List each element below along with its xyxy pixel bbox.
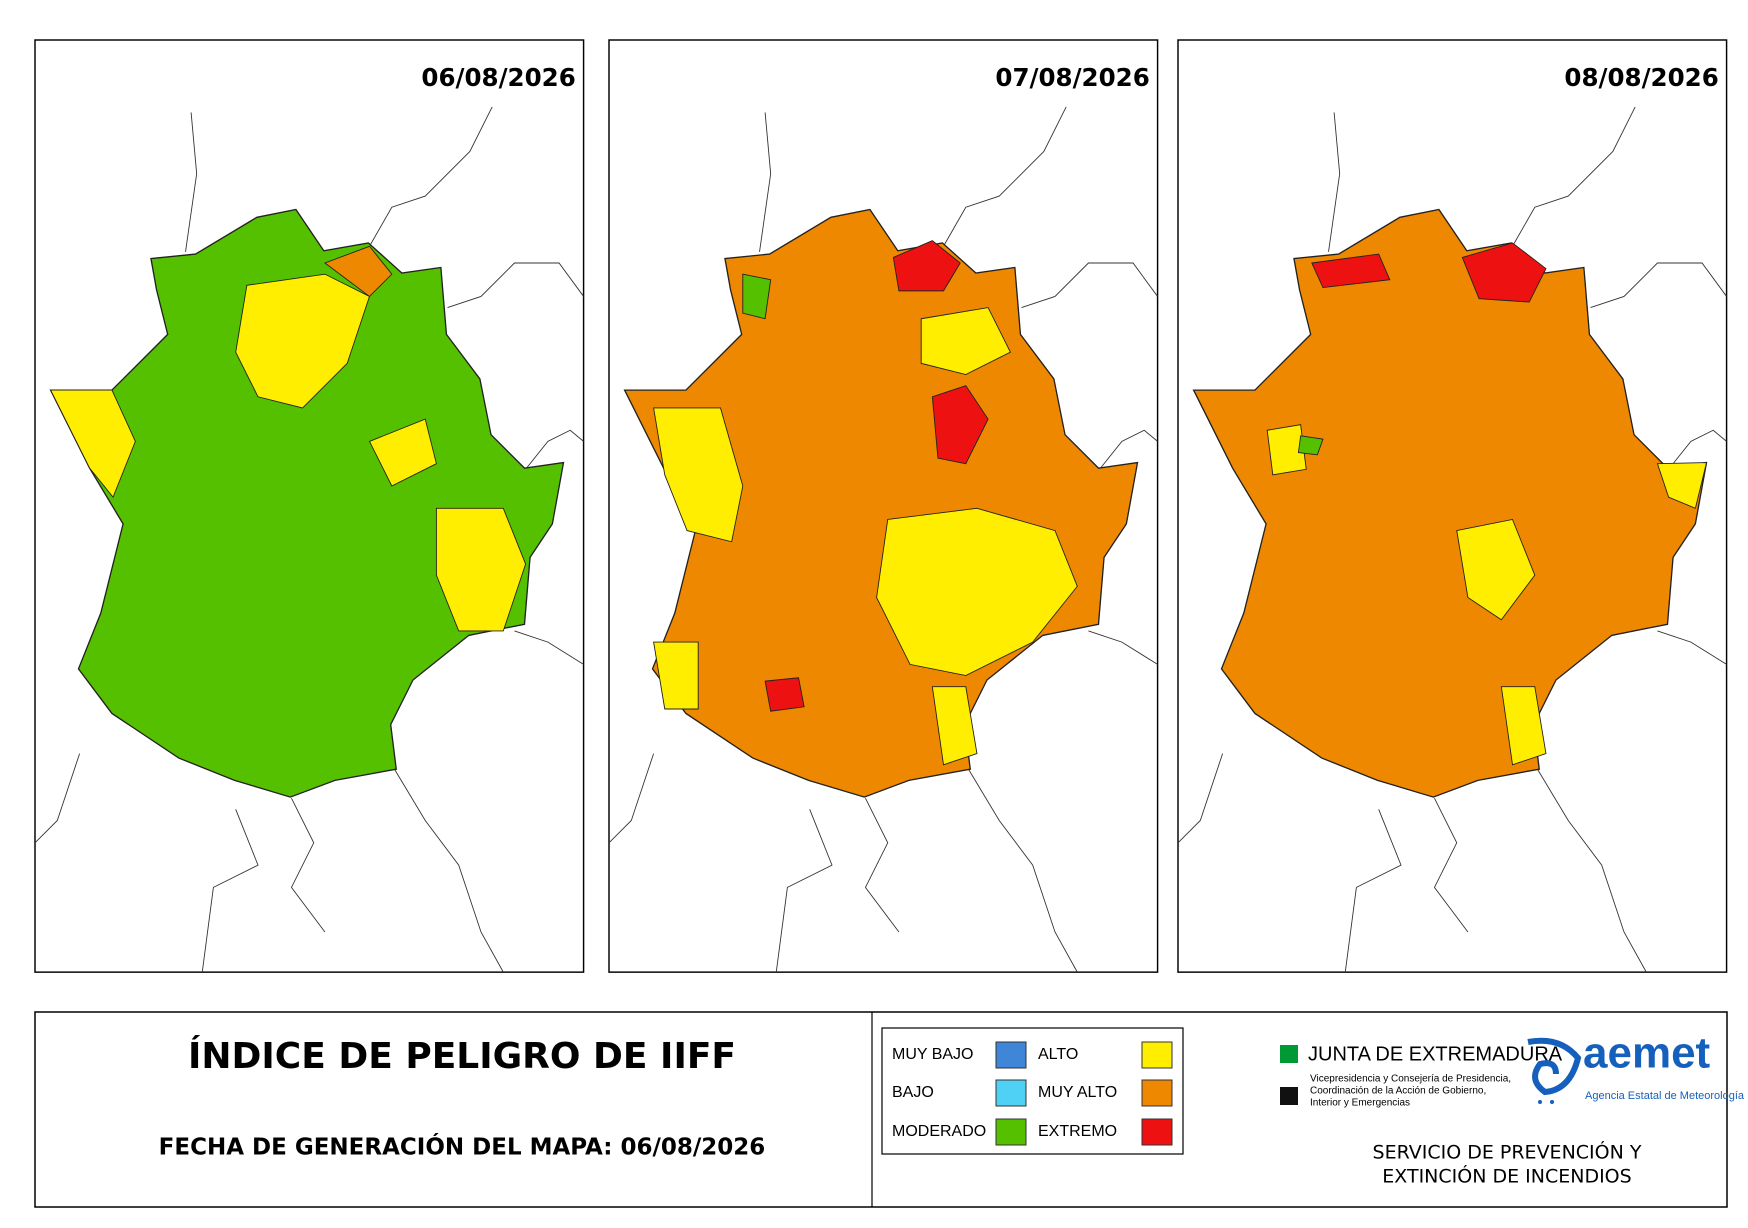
junta-line: Coordinación de la Acción de Gobierno, bbox=[1310, 1086, 1486, 1097]
legend-label: MODERADO bbox=[892, 1123, 986, 1140]
footer-box bbox=[34, 1011, 1728, 1208]
junta-icon bbox=[1280, 1087, 1298, 1105]
map-panel: 06/08/2026 bbox=[34, 39, 585, 973]
legend-swatch bbox=[1141, 1079, 1173, 1107]
map-date: 08/08/2026 bbox=[1564, 63, 1718, 92]
aemet-name: aemet bbox=[1583, 1029, 1711, 1078]
aemet-icon bbox=[1527, 1037, 1582, 1104]
legend-swatch bbox=[995, 1079, 1027, 1107]
map-date: 06/08/2026 bbox=[421, 63, 575, 92]
junta-line: Interior y Emergencias bbox=[1310, 1098, 1410, 1109]
legend-label: EXTREMO bbox=[1038, 1123, 1117, 1140]
junta-icon bbox=[1280, 1045, 1298, 1063]
legend-swatch bbox=[995, 1118, 1027, 1146]
legend-swatch bbox=[995, 1041, 1027, 1069]
aemet-subtitle: Agencia Estatal de Meteorología bbox=[1585, 1090, 1745, 1102]
legend-label: BAJO bbox=[892, 1084, 934, 1101]
map-panel: 08/08/2026 bbox=[1177, 39, 1728, 973]
generation-date: FECHA DE GENERACIÓN DEL MAPA: 06/08/2026 bbox=[159, 1133, 766, 1161]
legend-box bbox=[881, 1027, 1184, 1155]
map-panel: 07/08/2026 bbox=[608, 39, 1159, 973]
map-date: 07/08/2026 bbox=[995, 63, 1149, 92]
junta-name: JUNTA DE EXTREMADURA bbox=[1308, 1043, 1563, 1065]
legend-label: MUY BAJO bbox=[892, 1046, 974, 1063]
footer-title: ÍNDICE DE PELIGRO DE IIFF bbox=[188, 1035, 736, 1077]
service-line: EXTINCIÓN DE INCENDIOS bbox=[1382, 1164, 1631, 1188]
legend-label: MUY ALTO bbox=[1038, 1084, 1117, 1101]
legend-swatch bbox=[1141, 1118, 1173, 1146]
service-line: SERVICIO DE PREVENCIÓN Y bbox=[1373, 1140, 1642, 1164]
junta-line: Vicepresidencia y Consejería de Presiden… bbox=[1310, 1074, 1511, 1085]
legend-label: ALTO bbox=[1038, 1046, 1078, 1063]
legend-swatch bbox=[1141, 1041, 1173, 1069]
legend: MUY BAJO BAJO MODERADO ALTO MUY ALTO EXTREMO bbox=[892, 1041, 1173, 1146]
